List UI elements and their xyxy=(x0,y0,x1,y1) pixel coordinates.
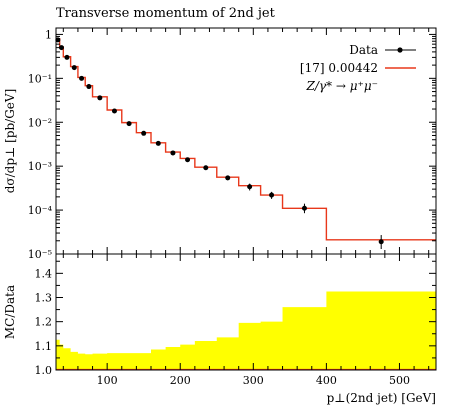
main-frame xyxy=(55,27,437,255)
prediction-line xyxy=(56,37,436,241)
y-tick-label: 1 xyxy=(45,28,52,41)
x-tick-label: 500 xyxy=(389,374,410,387)
data-point xyxy=(79,75,85,81)
data-points xyxy=(55,37,384,249)
data-point xyxy=(170,150,176,156)
ratio-y-tick-label: 1.3 xyxy=(35,292,53,305)
ratio-y-axis-label: MC/Data xyxy=(3,285,17,339)
ratio-band-area xyxy=(56,291,436,370)
ratio-panel: 1.0 1.1 1.2 1.3 1.4 100 200 300 400 500 MC/Data p… xyxy=(3,253,437,405)
legend: Data [17] 0.00442 Z/γ* → μ⁺μ⁻ xyxy=(300,43,416,93)
legend-label-data: Data xyxy=(349,43,378,57)
legend-process: Z/γ* → μ⁺μ⁻ xyxy=(305,79,378,93)
x-tick-label: 400 xyxy=(316,374,337,387)
data-point xyxy=(64,54,70,60)
x-axis-label: p⊥(2nd jet) [GeV] xyxy=(327,391,436,405)
y-tick-label: 10⁻² xyxy=(28,116,52,129)
legend-marker-data xyxy=(397,47,403,53)
y-tick-label: 10⁻³ xyxy=(28,160,52,173)
chart-title: Transverse momentum of 2nd jet xyxy=(56,6,276,21)
data-point xyxy=(225,175,231,181)
data-point xyxy=(247,184,253,190)
data-point xyxy=(269,192,275,198)
ratio-y-tick-label: 1.2 xyxy=(35,316,53,329)
legend-label-prediction: [17] 0.00442 xyxy=(300,61,378,75)
ratio-y-tick-label: 1.4 xyxy=(35,267,53,280)
data-point xyxy=(155,140,161,146)
data-point xyxy=(58,45,64,51)
main-axes: 1 10⁻¹ 10⁻² 10⁻³ 10⁻⁴ 10⁻⁵ xyxy=(28,28,436,261)
data-point xyxy=(71,65,77,71)
data-point xyxy=(203,165,209,171)
ratio-axes: 1.0 1.1 1.2 1.3 1.4 100 200 300 400 500 xyxy=(35,254,436,387)
data-point xyxy=(86,84,92,90)
data-point xyxy=(111,108,117,114)
x-tick-label: 300 xyxy=(243,374,264,387)
ratio-y-tick-label: 1.1 xyxy=(35,340,53,353)
data-point xyxy=(97,95,103,101)
main-panel: 1 10⁻¹ 10⁻² 10⁻³ 10⁻⁴ 10⁻⁵ dσ/dp⊥ [pb/GeV] Da… xyxy=(3,27,437,261)
ratio-y-tick-label: 1.0 xyxy=(35,364,53,377)
data-point xyxy=(126,121,132,127)
y-tick-label: 10⁻¹ xyxy=(28,72,52,85)
data-point xyxy=(141,130,147,136)
ratio-band xyxy=(56,291,436,370)
prediction-histogram xyxy=(56,37,436,241)
x-tick-label: 200 xyxy=(170,374,191,387)
x-tick-label: 100 xyxy=(97,374,118,387)
data-point xyxy=(301,205,307,211)
data-point xyxy=(185,157,191,163)
data-point xyxy=(378,239,384,245)
y-tick-label: 10⁻⁵ xyxy=(28,248,52,261)
y-tick-label: 10⁻⁴ xyxy=(28,204,53,217)
main-y-axis-label: dσ/dp⊥ [pb/GeV] xyxy=(3,89,17,194)
ratio-frame xyxy=(55,253,437,371)
